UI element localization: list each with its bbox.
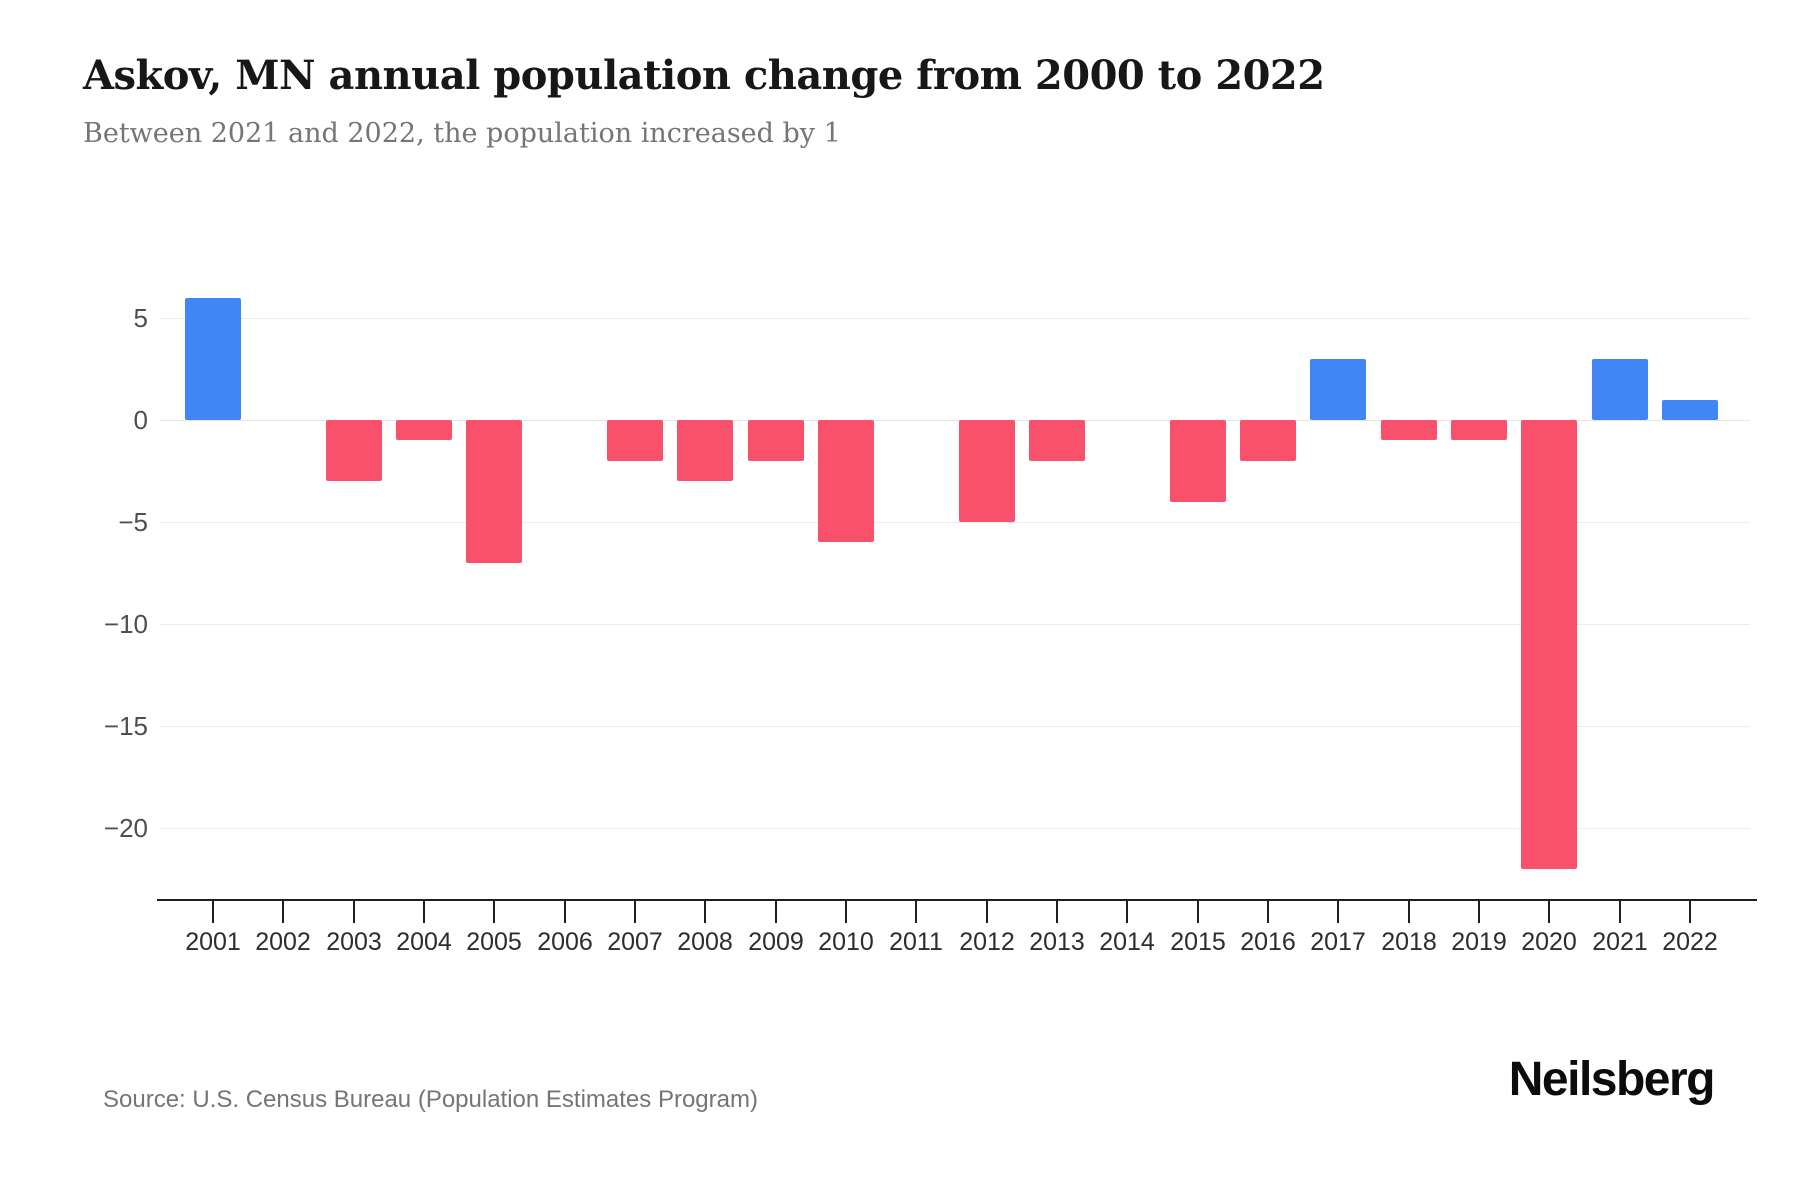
bar-2012[interactable]	[959, 420, 1015, 522]
x-tick-2015	[1197, 901, 1199, 923]
x-tick-2022	[1689, 901, 1691, 923]
x-tick-label-2003: 2003	[326, 928, 382, 956]
x-tick-2012	[986, 901, 988, 923]
x-tick-label-2011: 2011	[889, 928, 943, 956]
x-tick-label-2002: 2002	[255, 928, 311, 956]
x-tick-label-2009: 2009	[748, 928, 804, 956]
gridline-y--15	[160, 726, 1750, 727]
x-tick-label-2004: 2004	[396, 928, 452, 956]
bar-2010[interactable]	[818, 420, 874, 542]
y-tick-label: 5	[133, 303, 148, 333]
bar-2022[interactable]	[1662, 400, 1718, 420]
x-tick-2006	[564, 901, 566, 923]
y-tick-label: −5	[118, 507, 148, 537]
x-tick-label-2008: 2008	[677, 928, 733, 956]
x-tick-2003	[353, 901, 355, 923]
bar-2019[interactable]	[1451, 420, 1507, 440]
bar-2005[interactable]	[466, 420, 522, 563]
x-tick-2011	[915, 901, 917, 923]
x-tick-label-2001: 2001	[185, 928, 241, 956]
x-tick-label-2013: 2013	[1029, 928, 1085, 956]
x-tick-label-2018: 2018	[1381, 928, 1437, 956]
bar-2018[interactable]	[1381, 420, 1437, 440]
x-tick-2002	[282, 901, 284, 923]
x-tick-label-2022: 2022	[1662, 928, 1718, 956]
x-tick-label-2016: 2016	[1240, 928, 1296, 956]
bar-2015[interactable]	[1170, 420, 1226, 502]
gridline-y--20	[160, 828, 1750, 829]
bar-2001[interactable]	[185, 298, 241, 420]
x-tick-label-2017: 2017	[1310, 928, 1366, 956]
x-tick-label-2005: 2005	[466, 928, 522, 956]
gridline-y--5	[160, 522, 1750, 523]
brand-logo: Neilsberg	[1508, 1053, 1716, 1106]
bar-2004[interactable]	[396, 420, 452, 440]
gridline-y-0	[160, 420, 1750, 421]
bar-2017[interactable]	[1310, 359, 1366, 420]
bar-2020[interactable]	[1521, 420, 1577, 869]
page-subtitle: Between 2021 and 2022, the population in…	[83, 118, 841, 149]
x-axis-line	[157, 899, 1757, 901]
bar-2007[interactable]	[607, 420, 663, 461]
x-tick-2019	[1478, 901, 1480, 923]
x-tick-2021	[1619, 901, 1621, 923]
x-tick-label-2021: 2021	[1592, 928, 1648, 956]
x-tick-label-2019: 2019	[1451, 928, 1507, 956]
y-tick-label: −15	[103, 711, 148, 741]
x-tick-2010	[845, 901, 847, 923]
bar-2009[interactable]	[748, 420, 804, 461]
bar-2013[interactable]	[1029, 420, 1085, 461]
bar-2008[interactable]	[677, 420, 733, 481]
x-tick-2001	[212, 901, 214, 923]
source-note: Source: U.S. Census Bureau (Population E…	[103, 1086, 758, 1113]
x-tick-2005	[493, 901, 495, 923]
y-tick-label: 0	[133, 405, 148, 435]
gridline-y--10	[160, 624, 1750, 625]
page-title: Askov, MN annual population change from …	[83, 52, 1325, 99]
y-tick-label: −10	[103, 609, 148, 639]
x-tick-label-2015: 2015	[1170, 928, 1226, 956]
x-tick-2007	[634, 901, 636, 923]
x-tick-2018	[1408, 901, 1410, 923]
x-tick-label-2020: 2020	[1521, 928, 1577, 956]
bar-2016[interactable]	[1240, 420, 1296, 461]
bar-2021[interactable]	[1592, 359, 1648, 420]
y-tick-label: −20	[103, 813, 148, 843]
x-tick-2009	[775, 901, 777, 923]
x-tick-label-2010: 2010	[818, 928, 874, 956]
gridline-y-5	[160, 318, 1750, 319]
bar-2003[interactable]	[326, 420, 382, 481]
x-tick-2004	[423, 901, 425, 923]
x-tick-2008	[704, 901, 706, 923]
x-tick-2013	[1056, 901, 1058, 923]
x-tick-2017	[1337, 901, 1339, 923]
x-tick-label-2006: 2006	[537, 928, 593, 956]
x-tick-label-2012: 2012	[959, 928, 1015, 956]
x-tick-2014	[1126, 901, 1128, 923]
x-tick-2020	[1548, 901, 1550, 923]
x-tick-label-2014: 2014	[1099, 928, 1155, 956]
x-tick-2016	[1267, 901, 1269, 923]
x-tick-label-2007: 2007	[607, 928, 663, 956]
